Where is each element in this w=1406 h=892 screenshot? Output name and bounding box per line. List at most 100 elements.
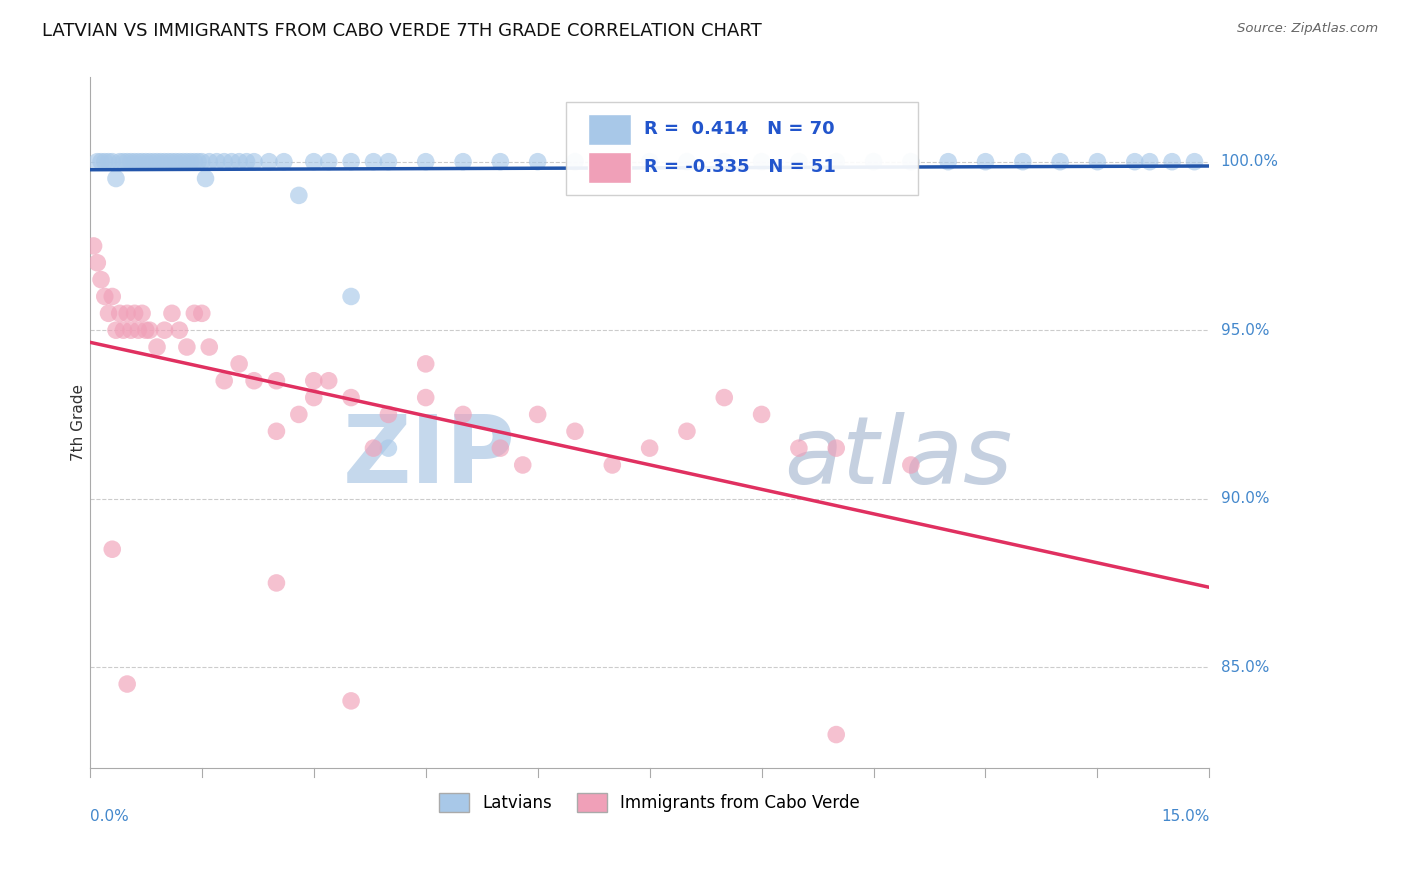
Point: [936, 154, 959, 169]
Point: [825, 728, 848, 742]
Point: [83, 239, 105, 253]
Point: [363, 441, 385, 455]
Point: [751, 154, 773, 169]
Point: [187, 154, 209, 169]
Point: [1123, 154, 1146, 169]
Point: [273, 154, 295, 169]
Point: [120, 323, 142, 337]
Point: [377, 408, 399, 422]
Point: [1184, 154, 1206, 169]
Point: [221, 154, 243, 169]
Point: [600, 154, 623, 169]
Point: [415, 391, 437, 405]
Text: Source: ZipAtlas.com: Source: ZipAtlas.com: [1237, 22, 1378, 36]
Point: [266, 425, 288, 439]
Point: [108, 154, 131, 169]
FancyBboxPatch shape: [588, 113, 631, 145]
Point: [131, 306, 153, 320]
Point: [124, 306, 146, 320]
Point: [415, 357, 437, 371]
Text: 15.0%: 15.0%: [1161, 809, 1209, 823]
Point: [142, 154, 165, 169]
Point: [160, 306, 183, 320]
Point: [266, 576, 288, 591]
Point: [318, 154, 340, 169]
Point: [169, 323, 191, 337]
Point: [176, 340, 198, 354]
Text: 0.0%: 0.0%: [90, 809, 128, 823]
Point: [138, 323, 160, 337]
Point: [1161, 154, 1184, 169]
Point: [288, 188, 311, 202]
Text: R =  0.414   N = 70: R = 0.414 N = 70: [644, 120, 835, 138]
Point: [340, 391, 363, 405]
Point: [302, 154, 325, 169]
Point: [146, 340, 169, 354]
Point: [526, 408, 548, 422]
Text: 95.0%: 95.0%: [1220, 323, 1270, 338]
Point: [212, 154, 235, 169]
Point: [862, 154, 884, 169]
Point: [638, 154, 661, 169]
Point: [90, 154, 112, 169]
Point: [713, 154, 735, 169]
Point: [176, 154, 198, 169]
Point: [94, 289, 117, 303]
Point: [180, 154, 202, 169]
Point: [900, 154, 922, 169]
Point: [115, 677, 138, 691]
Point: [415, 154, 437, 169]
Point: [288, 408, 311, 422]
Point: [318, 374, 340, 388]
Point: [228, 357, 250, 371]
Point: [131, 154, 153, 169]
Point: [825, 154, 848, 169]
Point: [900, 458, 922, 472]
Point: [212, 374, 235, 388]
Point: [112, 323, 135, 337]
Point: [115, 306, 138, 320]
Point: [974, 154, 997, 169]
Point: [127, 323, 149, 337]
Point: [101, 289, 124, 303]
Point: [235, 154, 257, 169]
Point: [127, 154, 149, 169]
Point: [191, 154, 214, 169]
Point: [526, 154, 548, 169]
Point: [1139, 154, 1161, 169]
Text: 90.0%: 90.0%: [1220, 491, 1270, 506]
Point: [564, 154, 586, 169]
Point: [146, 154, 169, 169]
Point: [191, 306, 214, 320]
Y-axis label: 7th Grade: 7th Grade: [72, 384, 86, 461]
Text: R = -0.335   N = 51: R = -0.335 N = 51: [644, 158, 837, 176]
Point: [183, 154, 205, 169]
Point: [198, 154, 221, 169]
Point: [97, 306, 120, 320]
Point: [377, 154, 399, 169]
Point: [135, 323, 157, 337]
Point: [138, 154, 160, 169]
Point: [97, 154, 120, 169]
Point: [160, 154, 183, 169]
Point: [1049, 154, 1071, 169]
Point: [638, 441, 661, 455]
Point: [101, 542, 124, 557]
Point: [302, 391, 325, 405]
Text: 100.0%: 100.0%: [1220, 154, 1278, 169]
Point: [564, 425, 586, 439]
Text: atlas: atlas: [785, 412, 1012, 503]
Point: [153, 154, 176, 169]
Point: [108, 306, 131, 320]
Point: [104, 323, 127, 337]
Point: [713, 391, 735, 405]
Point: [124, 154, 146, 169]
Point: [101, 154, 124, 169]
Point: [451, 154, 474, 169]
Point: [600, 458, 623, 472]
Point: [198, 340, 221, 354]
Point: [512, 458, 534, 472]
Point: [153, 323, 176, 337]
Point: [243, 154, 266, 169]
Point: [169, 154, 191, 169]
